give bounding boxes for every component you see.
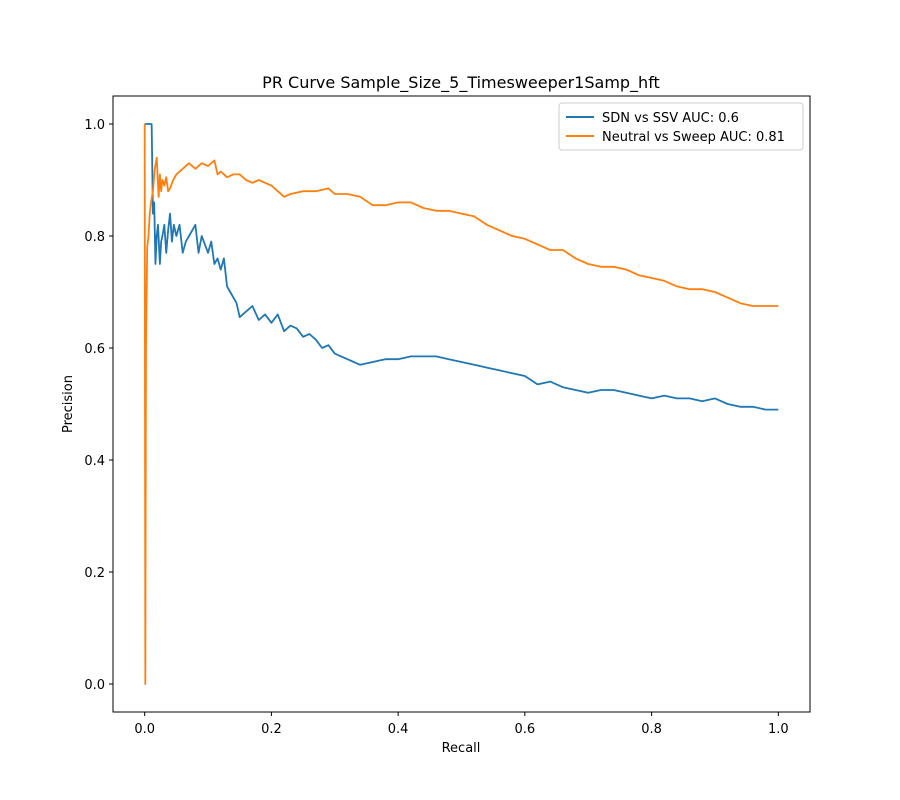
x-tick-label: 0.6 (515, 722, 536, 737)
y-axis-label: Precision (61, 375, 76, 433)
series-line-1 (143, 123, 779, 685)
y-tick-label: 0.2 (84, 566, 105, 581)
plot-frame (112, 95, 811, 713)
y-axis-ticks: 0.0 0.2 0.4 0.6 0.8 1.0 (84, 118, 113, 693)
y-tick-label: 0.0 (84, 678, 105, 693)
x-tick-label: 1.0 (768, 722, 789, 737)
x-tick-label: 0.4 (388, 722, 409, 737)
x-tick-label: 0.0 (134, 722, 155, 737)
y-tick-label: 0.4 (84, 454, 105, 469)
plot-area: 0.0 0.2 0.4 0.6 0.8 1.0 0.0 0.2 0.4 0.6 0.8 1.0 (84, 95, 811, 737)
legend-label-sdn-vs-ssv: SDN vs SSV AUC: 0.6 (602, 111, 739, 126)
chart-title: PR Curve Sample_Size_5_Timesweeper1Samp_… (262, 73, 660, 93)
series-layer (143, 123, 779, 685)
x-tick-label: 0.8 (641, 722, 662, 737)
x-tick-label: 0.2 (261, 722, 282, 737)
legend-label-neutral-vs-sweep: Neutral vs Sweep AUC: 0.81 (602, 130, 785, 145)
legend: SDN vs SSV AUC: 0.6 Neutral vs Sweep AUC… (558, 102, 804, 151)
x-axis-label: Recall (442, 741, 481, 756)
x-axis-ticks: 0.0 0.2 0.4 0.6 0.8 1.0 (134, 712, 789, 737)
y-tick-label: 1.0 (84, 118, 105, 133)
series-line-0 (144, 123, 779, 411)
y-tick-label: 0.6 (84, 342, 105, 357)
y-tick-label: 0.8 (84, 230, 105, 245)
legend-box (558, 102, 804, 151)
